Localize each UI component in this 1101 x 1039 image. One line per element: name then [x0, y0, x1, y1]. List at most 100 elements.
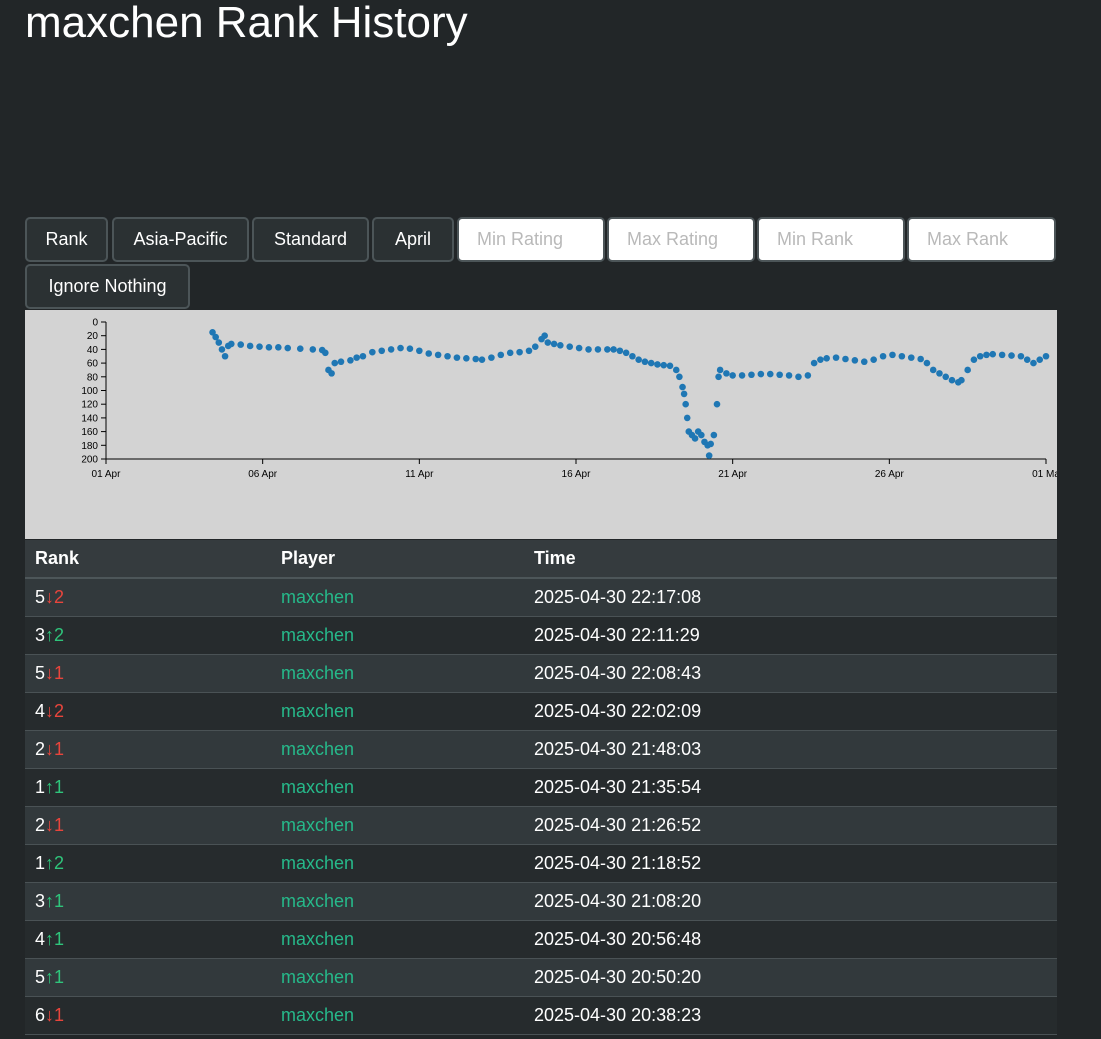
rank-history-table: Rank Player Time 5↓2 maxchen 2025-04-30 22… [25, 540, 1057, 1035]
rank-cell: 2↓1 [25, 807, 271, 845]
time-cell: 2025-04-30 21:26:52 [524, 807, 1057, 845]
rank-point [604, 346, 611, 353]
rank-point [861, 358, 868, 365]
table-row: 2↓1 maxchen 2025-04-30 21:26:52 [25, 807, 1057, 845]
rank-point [328, 370, 335, 377]
rank-point [917, 356, 924, 363]
player-cell: maxchen [271, 959, 524, 997]
rank-point [924, 360, 931, 367]
rank-point [488, 354, 495, 361]
time-column-header: Time [524, 540, 1057, 578]
rank-point [795, 374, 802, 381]
player-link[interactable]: maxchen [281, 777, 354, 797]
player-cell: maxchen [271, 693, 524, 731]
rank-value: 3 [35, 625, 45, 645]
y-tick-label: 140 [81, 413, 98, 424]
rank-point [479, 356, 486, 363]
rank-point [889, 352, 896, 359]
rank-point [532, 343, 539, 350]
time-cell: 2025-04-30 22:02:09 [524, 693, 1057, 731]
player-link[interactable]: maxchen [281, 1005, 354, 1025]
player-column-header: Player [271, 540, 524, 578]
arrow-up-icon: ↑ [45, 777, 54, 797]
metric-toggle-button[interactable]: Rank [25, 217, 108, 262]
rank-point [322, 350, 329, 357]
rank-point [971, 356, 978, 363]
rank-point [833, 354, 840, 361]
rank-point [698, 432, 705, 439]
rank-change: 1 [54, 777, 64, 797]
player-cell: maxchen [271, 921, 524, 959]
rank-point [1018, 353, 1025, 360]
rank-history-chart-svg: 0 20 40 60 80 100 120 140 160 180 200 01 Apr 06 Apr… [25, 310, 1057, 539]
player-link[interactable]: maxchen [281, 701, 354, 721]
rank-point [817, 356, 824, 363]
arrow-down-icon: ↓ [45, 701, 54, 721]
rank-cell: 1↑1 [25, 769, 271, 807]
rank-column-header: Rank [25, 540, 271, 578]
rank-change: 1 [54, 739, 64, 759]
player-link[interactable]: maxchen [281, 625, 354, 645]
rank-point [397, 345, 404, 352]
y-tick-label: 80 [87, 372, 99, 383]
arrow-down-icon: ↓ [45, 815, 54, 835]
table-row: 1↑1 maxchen 2025-04-30 21:35:54 [25, 769, 1057, 807]
rank-point [635, 356, 642, 363]
rank-value: 1 [35, 777, 45, 797]
player-link[interactable]: maxchen [281, 891, 354, 911]
region-toggle-button[interactable]: Asia-Pacific [112, 217, 249, 262]
rank-point [623, 350, 630, 357]
rank-point [880, 353, 887, 360]
arrow-up-icon: ↑ [45, 929, 54, 949]
rank-history-chart: 0 20 40 60 80 100 120 140 160 180 200 01 Apr 06 Apr… [25, 310, 1057, 539]
player-link[interactable]: maxchen [281, 929, 354, 949]
player-link[interactable]: maxchen [281, 663, 354, 683]
rank-point [679, 384, 686, 391]
x-tick-label: 26 Apr [875, 469, 905, 480]
time-cell: 2025-04-30 20:56:48 [524, 921, 1057, 959]
max-rank-input[interactable] [907, 217, 1056, 262]
rank-point [1024, 356, 1031, 363]
player-cell: maxchen [271, 617, 524, 655]
page-title: maxchen Rank History [25, 0, 468, 48]
rank-cell: 5↓1 [25, 655, 271, 693]
player-link[interactable]: maxchen [281, 967, 354, 987]
rank-point [228, 341, 235, 348]
table-body: 5↓2 maxchen 2025-04-30 22:17:08 3↑2 maxchen 2… [25, 578, 1057, 1035]
rank-point [673, 367, 680, 374]
time-cell: 2025-04-30 21:48:03 [524, 731, 1057, 769]
rank-point [711, 432, 718, 439]
y-tick-label: 160 [81, 427, 98, 438]
player-link[interactable]: maxchen [281, 853, 354, 873]
rank-point [360, 353, 367, 360]
rank-point [256, 343, 263, 350]
rank-change: 1 [54, 929, 64, 949]
rank-point [739, 372, 746, 379]
table-row: 3↑1 maxchen 2025-04-30 21:08:20 [25, 883, 1057, 921]
rank-point [557, 342, 564, 349]
min-rating-input[interactable] [457, 217, 605, 262]
rank-point [472, 356, 479, 363]
player-cell: maxchen [271, 997, 524, 1035]
rank-change: 1 [54, 967, 64, 987]
rank-change: 1 [54, 815, 64, 835]
player-link[interactable]: maxchen [281, 815, 354, 835]
player-link[interactable]: maxchen [281, 587, 354, 607]
rank-point [416, 347, 423, 354]
rank-value: 6 [35, 1005, 45, 1025]
month-toggle-button[interactable]: April [372, 217, 454, 262]
rank-point [776, 371, 783, 378]
time-cell: 2025-04-30 22:17:08 [524, 578, 1057, 617]
mode-toggle-button[interactable]: Standard [252, 217, 369, 262]
ignore-filter-button[interactable]: Ignore Nothing [25, 264, 190, 309]
rank-point [989, 351, 996, 358]
min-rank-input[interactable] [757, 217, 905, 262]
player-link[interactable]: maxchen [281, 739, 354, 759]
arrow-down-icon: ↓ [45, 663, 54, 683]
rank-cell: 3↑1 [25, 883, 271, 921]
max-rating-input[interactable] [607, 217, 755, 262]
rank-point [706, 452, 713, 459]
rank-point [930, 367, 937, 374]
rank-point [576, 345, 583, 352]
table-row: 5↓2 maxchen 2025-04-30 22:17:08 [25, 578, 1057, 617]
